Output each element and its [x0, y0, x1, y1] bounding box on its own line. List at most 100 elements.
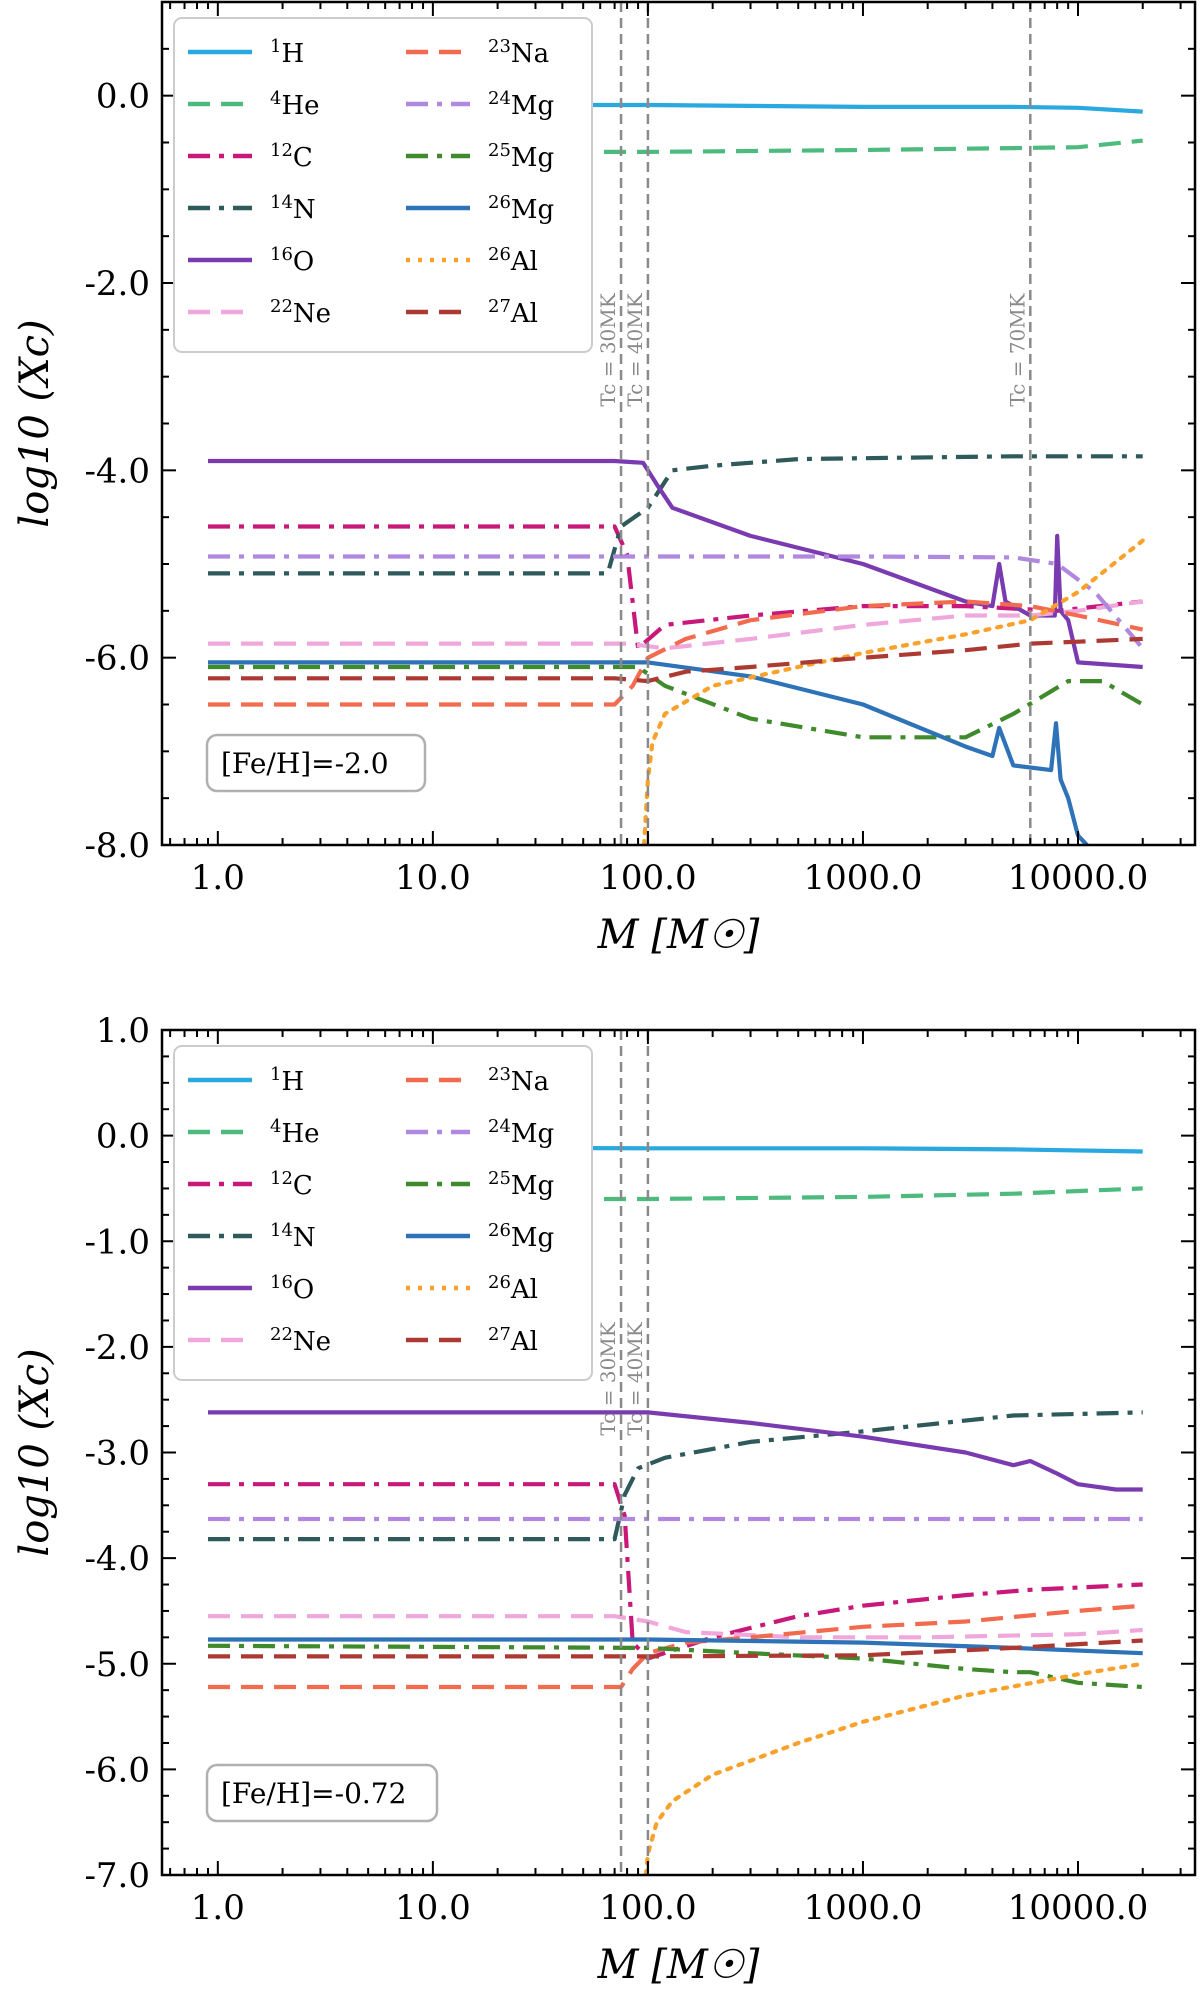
feh-box — [205, 1763, 439, 1823]
legend-label-22Ne: 22Ne — [270, 1324, 331, 1357]
legend-sup: 12 — [270, 1168, 293, 1189]
legend-label-24Mg: 24Mg — [488, 1116, 554, 1149]
legend-element: Mg — [511, 1223, 554, 1253]
y-tick-label: 0.0 — [96, 77, 150, 117]
legend-sup: 1 — [270, 1064, 281, 1085]
series-line-27Al — [208, 636, 1143, 684]
legend-label-12C: 12C — [270, 1168, 313, 1201]
legend-sup: 4 — [270, 88, 281, 109]
vline-label-1: Tc = 40MK — [623, 1321, 647, 1435]
legend-label-16O: 16O — [270, 244, 314, 277]
x-tick-label: 10000.0 — [1008, 858, 1149, 898]
series-line-26Al — [641, 538, 1145, 845]
legend-sup: 25 — [488, 1168, 511, 1189]
legend-sup: 14 — [270, 192, 293, 213]
series-line-24Mg — [208, 554, 1145, 650]
legend-element: C — [293, 1171, 313, 1201]
feh-label: [Fe/H]=-2.0 — [221, 747, 389, 780]
legend-sup: 27 — [488, 1324, 511, 1345]
x-axis-label: M [M☉] — [597, 912, 760, 958]
legend-element: Ne — [293, 299, 331, 329]
series-line-16O — [208, 1410, 1143, 1492]
series-line-16O — [208, 458, 1143, 670]
series-line-12C — [208, 1482, 1143, 1661]
legend-box — [173, 1045, 593, 1381]
legend-sup: 12 — [270, 140, 293, 161]
y-tick-label: -6.0 — [84, 1750, 150, 1790]
legend-sup: 22 — [270, 296, 293, 317]
legend-sup: 26 — [488, 1220, 511, 1241]
legend-element: Ne — [293, 1327, 331, 1357]
y-tick-label: -4.0 — [84, 1539, 150, 1579]
series-line-14N — [208, 454, 1143, 576]
legend-label-23Na: 23Na — [488, 1064, 549, 1097]
legend-label-26Al: 26Al — [488, 1272, 538, 1305]
legend-sup: 23 — [488, 1064, 511, 1085]
y-tick-label: 1.0 — [96, 1011, 150, 1051]
y-tick-label: -2.0 — [84, 264, 150, 304]
legend-sup: 26 — [488, 192, 511, 213]
legend-element: Al — [510, 299, 538, 329]
series-line-22Ne — [208, 599, 1143, 651]
x-tick-label: 10.0 — [395, 1888, 471, 1928]
legend-label-27Al: 27Al — [488, 1324, 538, 1357]
series-line-25Mg — [207, 1643, 1143, 1690]
legend-element: C — [293, 143, 313, 173]
x-tick-label: 100.0 — [599, 1888, 696, 1928]
feh-box — [205, 733, 427, 793]
series-line-26Mg — [208, 1637, 1143, 1656]
x-tick-label: 10.0 — [395, 858, 471, 898]
legend-label-14N: 14N — [270, 1220, 316, 1253]
x-axis-label: M [M☉] — [597, 1942, 760, 1988]
y-tick-label: -1.0 — [84, 1222, 150, 1262]
y-axis-label: log10 (Xc) — [12, 319, 58, 527]
y-axis-label: log10 (Xc) — [12, 1348, 58, 1556]
legend-element: O — [293, 247, 314, 277]
legend-sup: 1 — [270, 36, 281, 57]
legend-element: H — [281, 39, 304, 69]
legend-sup: 24 — [488, 1116, 511, 1137]
legend-sup: 16 — [270, 244, 293, 265]
legend-label-23Na: 23Na — [488, 36, 549, 69]
series-line-14N — [208, 1410, 1143, 1542]
legend-label-1H: 1H — [270, 1064, 304, 1097]
vline-label-2: Tc = 70MK — [1005, 292, 1029, 406]
legend-sup: 4 — [270, 1116, 281, 1137]
x-tick-label: 1000.0 — [803, 1888, 922, 1928]
legend-element: Al — [510, 1327, 538, 1357]
y-tick-label: -6.0 — [84, 639, 150, 679]
legend-label-12C: 12C — [270, 140, 313, 173]
legend-box — [173, 17, 593, 353]
legend-element: N — [293, 195, 316, 225]
legend-label-26Mg: 26Mg — [488, 1220, 554, 1253]
legend-element: Mg — [511, 1119, 554, 1149]
series-line-22Ne — [208, 1614, 1143, 1640]
legend-element: He — [281, 91, 319, 121]
legend-label-27Al: 27Al — [488, 296, 538, 329]
legend-sup: 26 — [488, 1272, 511, 1293]
legend-element: O — [293, 1275, 314, 1305]
y-tick-label: -4.0 — [84, 451, 150, 491]
legend-element: Mg — [511, 143, 554, 173]
legend-element: N — [293, 1223, 316, 1253]
x-tick-label: 1.0 — [191, 858, 245, 898]
legend-label-25Mg: 25Mg — [488, 140, 554, 173]
legend-element: Na — [511, 1067, 549, 1097]
legend-element: Mg — [511, 195, 554, 225]
vline-label-1: Tc = 40MK — [623, 292, 647, 406]
legend-sup: 22 — [270, 1324, 293, 1345]
plot-area — [207, 1030, 1145, 1875]
legend-label-4He: 4He — [270, 1116, 320, 1149]
legend-element: Al — [510, 1275, 538, 1305]
x-tick-label: 100.0 — [599, 858, 696, 898]
legend-label-1H: 1H — [270, 36, 304, 69]
legend-element: Al — [510, 247, 538, 277]
legend-label-25Mg: 25Mg — [488, 1168, 554, 1201]
legend-element: He — [281, 1119, 319, 1149]
series-line-26Al — [643, 1661, 1145, 1875]
legend-label-22Ne: 22Ne — [270, 296, 331, 329]
legend-label-4He: 4He — [270, 88, 320, 121]
